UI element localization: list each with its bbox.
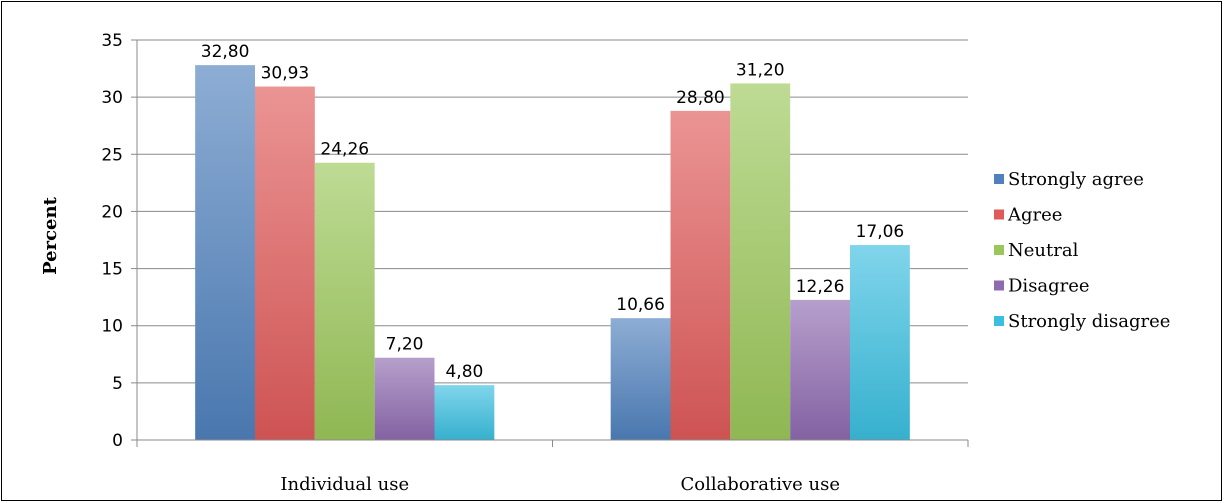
bar <box>670 110 731 440</box>
category-labels: Individual use Collaborative use <box>280 474 840 495</box>
data-label: 7,20 <box>386 335 424 355</box>
data-label: 10,66 <box>616 295 665 315</box>
axes <box>136 40 969 447</box>
bar <box>610 318 671 440</box>
bar <box>849 245 910 440</box>
bar <box>314 162 375 440</box>
data-label: 28,80 <box>676 88 725 108</box>
bar <box>255 86 315 440</box>
y-tick-label: 0 <box>112 431 123 451</box>
data-label: 31,20 <box>736 60 785 80</box>
legend-label: Strongly agree <box>1008 169 1144 190</box>
legend-label: Neutral <box>1008 240 1079 261</box>
category-label: Individual use <box>280 474 409 495</box>
legend-swatch <box>994 174 1004 184</box>
data-label: 12,26 <box>796 277 845 297</box>
bar <box>434 385 495 440</box>
bar <box>730 83 791 440</box>
legend-swatch <box>994 245 1004 255</box>
data-label: 32,80 <box>201 42 250 62</box>
legend-label: Agree <box>1007 205 1062 226</box>
y-tick-label: 20 <box>101 202 123 222</box>
y-axis-label: Percent <box>40 196 61 274</box>
y-tick-label: 15 <box>101 260 123 280</box>
data-label: 30,93 <box>261 64 310 84</box>
category-label: Collaborative use <box>680 474 840 495</box>
y-tick-label: 25 <box>101 145 123 165</box>
legend-label: Disagree <box>1008 276 1090 297</box>
data-labels: 32,80 30,93 24,26 7,20 4,80 10,66 28,80 31,20 12… <box>201 42 904 382</box>
y-tick-label: 30 <box>101 88 123 108</box>
y-tick-label: 10 <box>101 317 123 337</box>
bar <box>790 299 850 440</box>
legend-swatch <box>994 209 1004 220</box>
bars <box>195 65 910 441</box>
bar <box>374 357 435 440</box>
legend-label: Strongly disagree <box>1008 311 1170 332</box>
legend-swatch <box>994 316 1004 326</box>
data-label: 4,80 <box>445 362 483 382</box>
data-label: 17,06 <box>856 222 905 242</box>
legend: Strongly agree Agree Neutral Disagree Strong… <box>994 169 1170 332</box>
y-axis-ticks: 0 5 10 15 20 25 30 35 <box>101 31 137 451</box>
data-label: 24,26 <box>320 140 369 160</box>
bar <box>195 65 256 441</box>
y-tick-label: 35 <box>101 31 123 51</box>
legend-swatch <box>994 280 1004 291</box>
y-tick-label: 5 <box>112 374 123 394</box>
